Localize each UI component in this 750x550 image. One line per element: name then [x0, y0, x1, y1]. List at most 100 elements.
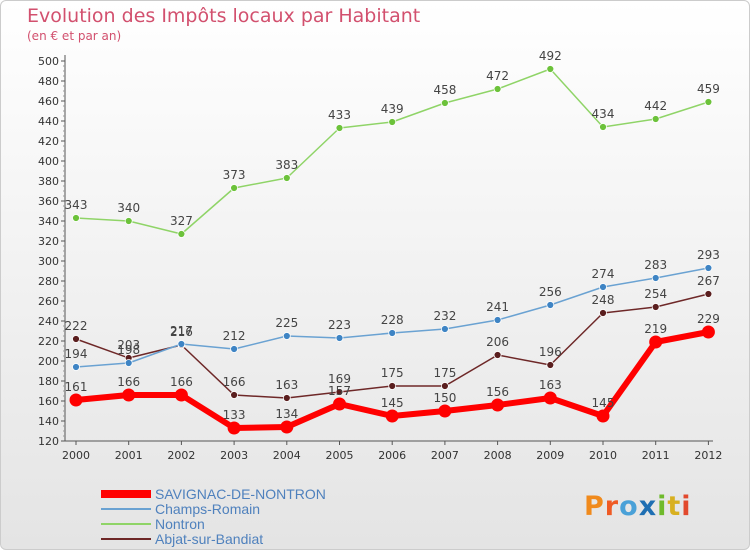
- series-point: [440, 99, 449, 107]
- data-label: 194: [65, 347, 88, 361]
- series-point: [493, 85, 502, 93]
- series-savignac-de-nontron: [69, 325, 715, 435]
- series-point: [599, 123, 607, 131]
- data-label: 343: [65, 198, 88, 212]
- series-point: [282, 174, 291, 182]
- data-label: 232: [433, 309, 456, 323]
- y-tick-label: 480: [38, 75, 59, 88]
- y-tick-label: 240: [38, 315, 59, 328]
- data-label: 219: [644, 322, 667, 336]
- data-label: 225: [275, 316, 298, 330]
- data-label: 223: [328, 318, 351, 332]
- data-label: 166: [170, 375, 193, 389]
- series-point: [280, 420, 294, 434]
- series-nontron: [72, 65, 713, 238]
- chart-subtitle: (en € et par an): [27, 29, 122, 43]
- data-label: 254: [644, 287, 667, 301]
- data-label: 216: [170, 325, 193, 339]
- series-point: [335, 388, 344, 396]
- series-point: [230, 345, 239, 353]
- logo-letter: i: [681, 491, 692, 522]
- data-label: 166: [117, 375, 140, 389]
- data-label: 327: [170, 214, 193, 228]
- series-point: [282, 332, 291, 340]
- series-point: [704, 264, 713, 272]
- x-tick-label: 2012: [694, 449, 722, 462]
- logo-letter: P: [584, 491, 605, 522]
- legend-item: Nontron: [101, 516, 326, 531]
- legend-item: SAVIGNAC-DE-NONTRON: [101, 486, 326, 501]
- data-label: 492: [539, 49, 562, 63]
- y-tick-label: 340: [38, 215, 59, 228]
- data-label: 133: [223, 408, 246, 422]
- series-point: [491, 398, 505, 412]
- series-point: [385, 409, 399, 423]
- y-tick-label: 140: [38, 415, 59, 428]
- data-label: 156: [486, 385, 509, 399]
- data-label: 433: [328, 108, 351, 122]
- series-point: [440, 325, 449, 333]
- legend-label: Abjat-sur-Bandiat: [155, 530, 264, 547]
- y-tick-label: 500: [38, 55, 59, 68]
- data-label: 472: [486, 69, 509, 83]
- x-tick-label: 2011: [642, 449, 670, 462]
- y-tick-label: 200: [38, 355, 59, 368]
- data-label: 145: [592, 396, 615, 410]
- series-point: [72, 335, 80, 343]
- data-label: 442: [644, 99, 667, 113]
- series-point: [493, 316, 502, 324]
- logo-letter: r: [604, 491, 620, 522]
- data-label: 203: [117, 338, 140, 352]
- series-point: [333, 397, 346, 411]
- data-label: 434: [592, 107, 615, 121]
- data-label: 134: [275, 407, 298, 421]
- data-label: 212: [223, 329, 246, 343]
- data-label: 198: [117, 343, 140, 357]
- data-label: 383: [275, 158, 298, 172]
- data-label: 274: [592, 267, 615, 281]
- series-point: [230, 391, 239, 399]
- series-point: [72, 214, 80, 222]
- series-point: [388, 382, 397, 390]
- data-label: 248: [592, 293, 615, 307]
- y-tick-label: 160: [38, 395, 59, 408]
- data-label: 373: [223, 168, 246, 182]
- data-label: 163: [539, 378, 562, 392]
- x-tick-label: 2008: [484, 449, 512, 462]
- logo-letter: t: [667, 491, 682, 522]
- series-point: [174, 388, 188, 402]
- data-labels: 343 340 327 373 383 433 439 458 472 492 434 442 459 2…: [65, 49, 720, 422]
- data-label: 340: [117, 201, 140, 215]
- series-point: [227, 421, 241, 435]
- series-point: [651, 115, 660, 123]
- data-label: 256: [539, 285, 562, 299]
- data-label: 150: [433, 391, 456, 405]
- data-label: 229: [697, 312, 720, 326]
- series-point: [599, 283, 607, 291]
- series-champs-romain: [72, 264, 713, 371]
- data-label: 161: [65, 380, 88, 394]
- series-point: [599, 309, 607, 317]
- y-tick-label: 440: [38, 115, 59, 128]
- x-tick-label: 2000: [62, 449, 90, 462]
- data-label: 157: [328, 384, 351, 398]
- legend-swatch: [101, 522, 151, 525]
- series-point: [124, 217, 133, 225]
- y-tick-label: 380: [38, 175, 59, 188]
- series-abjat-sur-bandiat: [72, 290, 713, 402]
- y-tick-label: 280: [38, 275, 59, 288]
- series-point: [704, 290, 713, 298]
- data-label: 175: [433, 366, 456, 380]
- data-label: 228: [381, 313, 404, 327]
- data-label: 439: [381, 102, 404, 116]
- data-label: 458: [433, 83, 456, 97]
- y-tick-label: 400: [38, 155, 59, 168]
- data-label: 459: [697, 82, 720, 96]
- y-tick-label: 120: [38, 435, 59, 448]
- series-point: [69, 393, 83, 407]
- data-label: 145: [381, 396, 404, 410]
- data-label: 169: [328, 372, 351, 386]
- legend-item: Abjat-sur-Bandiat: [101, 531, 326, 546]
- series-point: [440, 382, 449, 390]
